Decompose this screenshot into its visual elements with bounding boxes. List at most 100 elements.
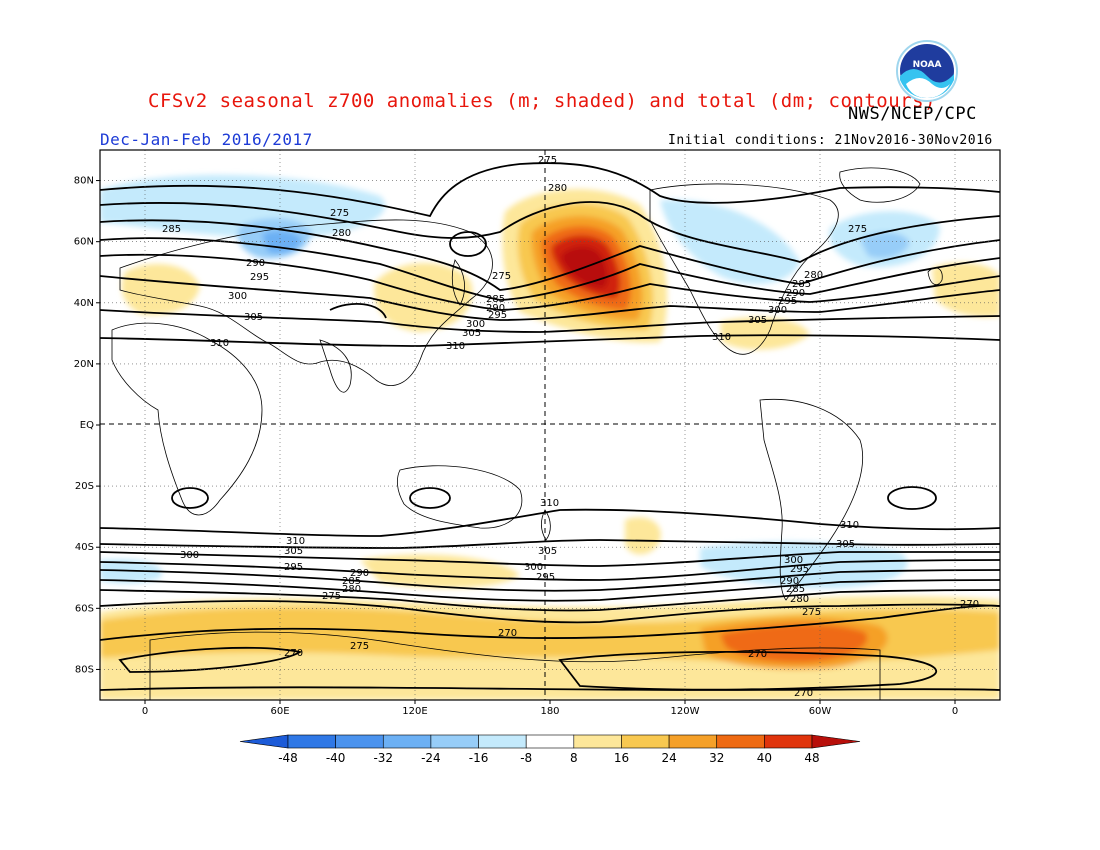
colorbar-arrow-left (239, 734, 289, 749)
colorbar-box (382, 734, 432, 749)
lat-tick-label: 80N (74, 176, 94, 187)
anomaly-atlantic-neg2 (860, 231, 910, 259)
contour-label: 280 (804, 270, 823, 281)
contour-label: 305 (284, 546, 303, 557)
lat-tick-label: 20N (74, 359, 94, 370)
contour-label: 295 (284, 562, 303, 573)
contour-label: 275 (330, 208, 349, 219)
contour-label: 285 (786, 584, 805, 595)
contour-label: 280 (790, 594, 809, 605)
contour-label: 270 (284, 648, 303, 659)
contour-label: 280 (548, 183, 567, 194)
colorbar-tick-label: -24 (421, 751, 441, 765)
colorbar-tick-label: -40 (326, 751, 346, 765)
axis-labels: 80N 60N 40N 20N EQ 20S 40S 60S 80S 0 60E 120E 180 120… (74, 176, 958, 717)
lon-tick-label: 180 (540, 706, 559, 717)
anomaly-s-pacific-patch2 (625, 517, 661, 555)
contour-label: 305 (538, 546, 557, 557)
lat-tick-label: 40N (74, 298, 94, 309)
contour-label: 280 (342, 584, 361, 595)
coast-antarctica (149, 631, 881, 700)
contour-285s (100, 579, 1000, 602)
contour-label: 310 (446, 341, 465, 352)
height-contours (100, 162, 1000, 691)
contour-label: 270 (960, 599, 979, 610)
contour-label: 275 (492, 271, 511, 282)
contour-label: 295 (250, 272, 269, 283)
lat-tick-label: 40S (75, 542, 94, 553)
colorbar-box (287, 734, 336, 749)
contour-label: 310 (712, 332, 731, 343)
colorbar: -48 -40 -32 -24 -16 -8 8 16 24 32 40 48 (239, 734, 861, 765)
contour-290n (100, 237, 1000, 301)
colorbar-box (525, 734, 575, 749)
contour-label: 305 (748, 315, 767, 326)
colorbar-tick-label: 48 (804, 751, 819, 765)
contour-label: 275 (538, 155, 557, 166)
lat-tick-label: 60N (74, 237, 94, 248)
contour-label: 270 (498, 628, 517, 639)
contour-high-se-asia (329, 303, 387, 319)
contour-label: 270 (794, 688, 813, 699)
contour-label: 295 (790, 564, 809, 575)
lon-tick-label: 120W (671, 706, 700, 717)
colorbar-tick-label: -8 (520, 751, 532, 765)
contour-label: 275 (350, 641, 369, 652)
contour-label: 310 (286, 536, 305, 547)
colorbar-tick-label: -32 (373, 751, 393, 765)
contour-label: 290 (780, 576, 799, 587)
contour-295s (100, 559, 1000, 581)
lat-tick-label: 80S (75, 664, 94, 675)
contour-label: 290 (246, 258, 265, 269)
contour-cell-africa (171, 487, 209, 509)
colorbar-tick-label: 40 (757, 751, 772, 765)
colorbar-box (668, 734, 718, 749)
coast-japan (451, 259, 465, 306)
contour-label: 310 (540, 498, 559, 509)
contour-300s (100, 551, 1000, 567)
contour-label: 300 (768, 305, 787, 316)
anomaly-namerica-neg (660, 199, 800, 285)
lat-tick-label: 20S (75, 481, 94, 492)
contour-label: 280 (332, 228, 351, 239)
colorbar-box (335, 734, 384, 749)
contour-label: 275 (848, 224, 867, 235)
anomaly-siberia-neg2 (262, 230, 302, 254)
contour-label: 290 (786, 288, 805, 299)
contour-label: 285 (162, 224, 181, 235)
contour-280s (100, 589, 1000, 612)
contour-label: 305 (462, 328, 481, 339)
anomaly-europe2 (932, 262, 1000, 318)
contour-310n (100, 334, 1000, 347)
contour-label: 275 (802, 607, 821, 618)
colorbar-box (478, 734, 527, 749)
contour-270-bottom (100, 686, 1000, 691)
contour-300n (100, 275, 1000, 321)
coastlines (111, 167, 943, 700)
contour-label: 300 (228, 291, 247, 302)
contour-label: 305 (244, 312, 263, 323)
lon-tick-label: 120E (402, 706, 427, 717)
contour-label: 290 (350, 568, 369, 579)
coast-south-america (759, 398, 864, 601)
colorbar-box (621, 734, 670, 749)
coast-nz (540, 509, 551, 541)
colorbar-box (573, 734, 622, 749)
contour-310s (100, 508, 1000, 537)
contour-label: 285 (486, 294, 505, 305)
svg-text:NOAA: NOAA (913, 60, 942, 70)
contour-label: 285 (342, 576, 361, 587)
colorbar-tick-label: 16 (614, 751, 629, 765)
colorbar-box (716, 734, 765, 749)
contour-270-ring (118, 646, 303, 673)
chart-title: CFSv2 seasonal z700 anomalies (m; shaded… (148, 90, 936, 112)
forecast-period: Dec-Jan-Feb 2016/2017 (100, 130, 313, 149)
contour-cell-atlantic (887, 486, 937, 510)
colorbar-box (764, 734, 813, 749)
colorbar-tick-label: 24 (661, 751, 676, 765)
colorbar-box (430, 734, 479, 749)
coast-africa (111, 322, 263, 516)
contour-280n (100, 201, 1000, 263)
contour-290s (100, 569, 1000, 592)
